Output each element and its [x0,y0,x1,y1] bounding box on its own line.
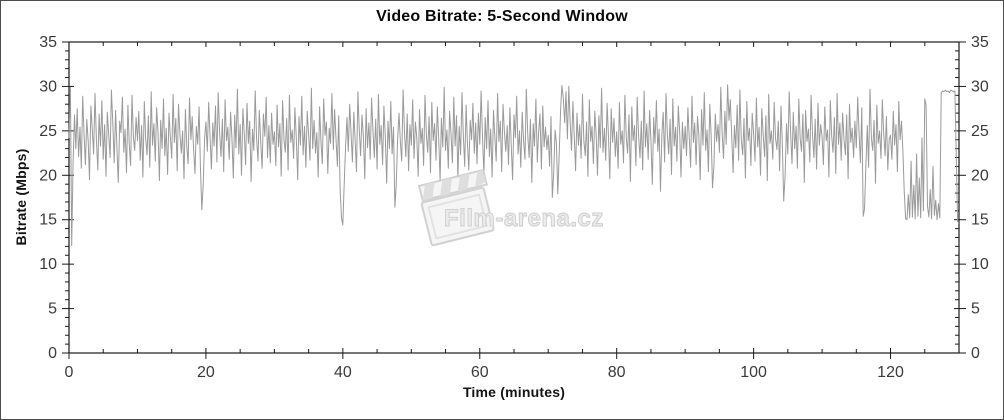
svg-text:20: 20 [971,167,989,184]
svg-text:35: 35 [39,34,57,51]
svg-text:5: 5 [48,301,57,318]
svg-text:100: 100 [740,364,767,381]
svg-text:10: 10 [971,256,989,273]
x-axis-label: Time (minutes) [462,384,566,400]
svg-text:30: 30 [971,78,989,95]
svg-text:60: 60 [471,364,489,381]
svg-text:10: 10 [39,256,57,273]
svg-text:35: 35 [971,34,989,51]
chart-title: Video Bitrate: 5-Second Window [376,8,628,25]
svg-text:0: 0 [48,345,57,362]
svg-text:0: 0 [65,364,74,381]
svg-text:15: 15 [971,212,989,229]
svg-text:40: 40 [334,364,352,381]
svg-text:30: 30 [39,78,57,95]
svg-text:20: 20 [197,364,215,381]
svg-text:15: 15 [39,212,57,229]
svg-text:20: 20 [39,167,57,184]
svg-text:25: 25 [39,123,57,140]
svg-text:25: 25 [971,123,989,140]
svg-text:5: 5 [971,301,980,318]
svg-text:80: 80 [608,364,626,381]
svg-text:120: 120 [877,364,904,381]
svg-text:0: 0 [971,345,980,362]
